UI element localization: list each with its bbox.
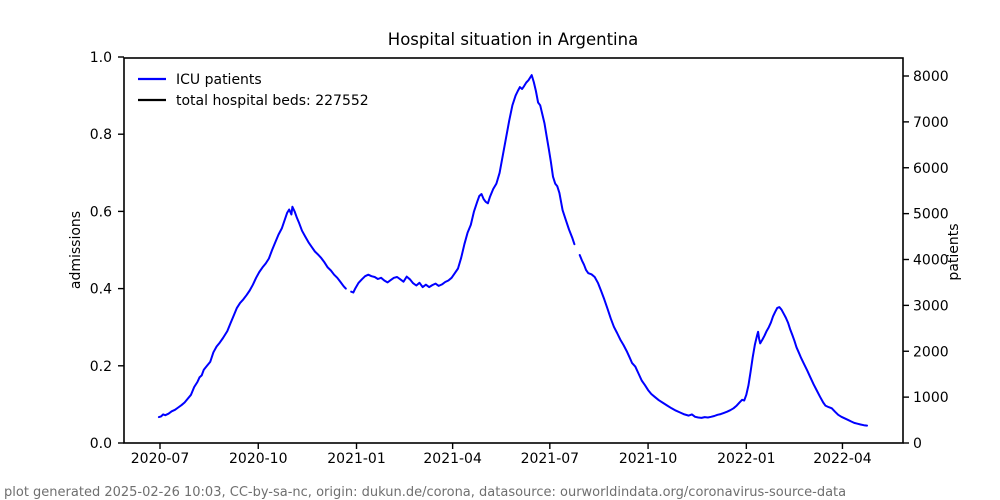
left-axis-label: admissions xyxy=(68,211,84,289)
right-axis-ticks: 0 1000 2000 3000 4000 5000 6000 7000 8000 xyxy=(903,69,949,452)
left-tick-label: 0.0 xyxy=(90,436,112,452)
series-line xyxy=(578,254,868,427)
right-axis-label: patients xyxy=(946,223,962,280)
series-line xyxy=(157,205,347,419)
x-tick-label: 2022-04 xyxy=(813,451,872,467)
right-tick-label: 3000 xyxy=(913,298,949,314)
legend-label-icu-patients: ICU patients xyxy=(176,72,262,88)
left-tick-label: 0.4 xyxy=(90,282,112,298)
x-tick-label: 2021-04 xyxy=(423,451,482,467)
right-tick-label: 8000 xyxy=(913,69,949,85)
right-tick-label: 4000 xyxy=(913,253,949,269)
footer-note: plot generated 2025-02-26 10:03, CC-by-s… xyxy=(4,485,847,500)
left-axis-ticks: 0.0 0.2 0.4 0.6 0.8 1.0 xyxy=(90,50,124,452)
right-tick-label: 2000 xyxy=(913,344,949,360)
left-tick-label: 0.2 xyxy=(90,359,112,375)
left-tick-label: 1.0 xyxy=(90,50,112,66)
right-tick-label: 7000 xyxy=(913,115,949,131)
x-tick-label: 2021-10 xyxy=(619,451,678,467)
series-line xyxy=(350,74,576,294)
chart-title: Hospital situation in Argentina xyxy=(388,30,638,49)
right-tick-label: 0 xyxy=(913,436,922,452)
legend: ICU patients total hospital beds: 227552 xyxy=(138,72,369,109)
left-tick-label: 0.6 xyxy=(90,204,112,220)
x-axis-ticks: 2020-07 2020-10 2021-01 2021-04 2021-07 2021-… xyxy=(131,443,872,467)
right-tick-label: 6000 xyxy=(913,161,949,177)
left-tick-label: 0.8 xyxy=(90,127,112,143)
x-tick-label: 2020-07 xyxy=(131,451,190,467)
legend-label-total-beds: total hospital beds: 227552 xyxy=(176,93,369,109)
x-tick-label: 2020-10 xyxy=(229,451,288,467)
plot-frame xyxy=(123,57,904,444)
right-tick-label: 5000 xyxy=(913,207,949,223)
right-tick-label: 1000 xyxy=(913,390,949,406)
x-tick-label: 2021-01 xyxy=(327,451,386,467)
icu-patients-line-group xyxy=(157,74,868,427)
x-tick-label: 2022-01 xyxy=(717,451,776,467)
x-tick-label: 2021-07 xyxy=(521,451,580,467)
